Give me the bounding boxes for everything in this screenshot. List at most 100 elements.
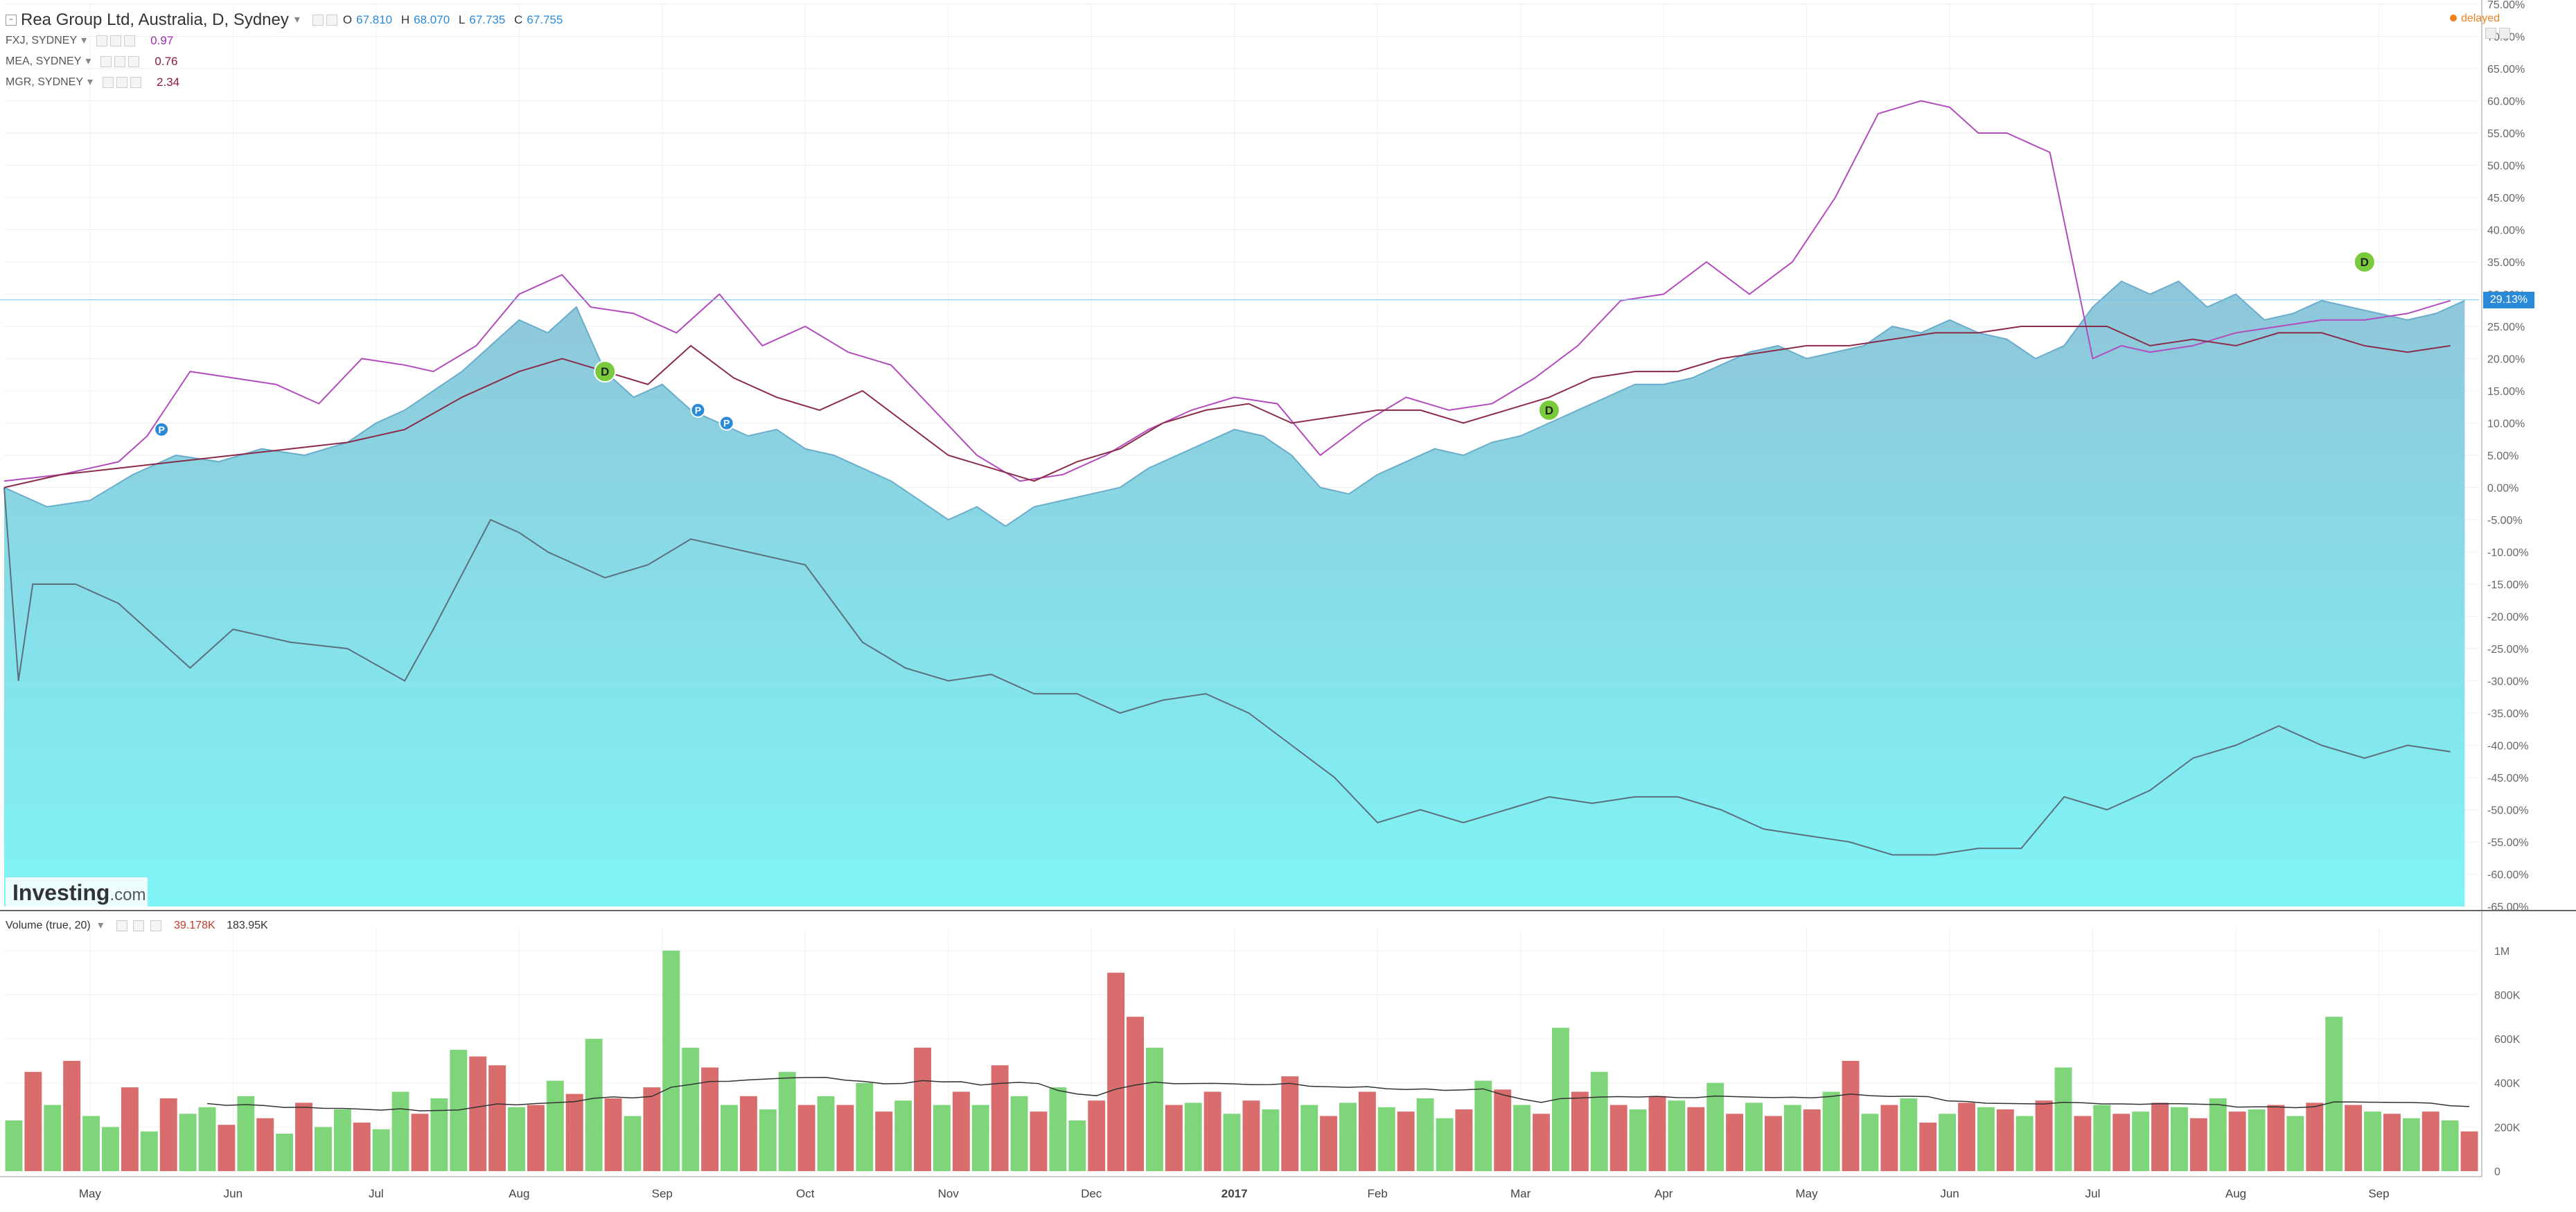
y-tick-label: -10.00% <box>2487 547 2529 559</box>
volume-bar <box>1281 1076 1299 1171</box>
volume-bar <box>933 1105 951 1171</box>
maximize-icon[interactable] <box>2485 28 2496 39</box>
volume-bar <box>856 1082 874 1171</box>
x-tick-label: Apr <box>1655 1187 1673 1200</box>
x-tick-label: Jun <box>224 1187 242 1200</box>
legend-main-row: − Rea Group Ltd, Australia, D, Sydney ▾ … <box>6 10 563 30</box>
volume-y-tick-label: 400K <box>2494 1078 2521 1090</box>
volume-bar <box>759 1109 777 1171</box>
delayed-status: delayed <box>2449 12 2500 25</box>
settings-icon[interactable] <box>96 35 108 46</box>
volume-bar <box>585 1039 603 1171</box>
dividend-event-marker[interactable] <box>1537 398 1560 421</box>
y-tick-label: -15.00% <box>2487 579 2529 591</box>
volume-y-tick-label: 200K <box>2494 1122 2521 1134</box>
volume-bar <box>1010 1096 1028 1171</box>
volume-bar <box>276 1133 294 1171</box>
y-tick-label: 0.00% <box>2487 483 2518 495</box>
close-icon[interactable] <box>130 77 142 88</box>
volume-bar <box>1726 1114 1744 1171</box>
close-icon[interactable] <box>150 920 161 931</box>
event-marker-p[interactable] <box>718 415 734 431</box>
y-tick-label: 60.00% <box>2487 96 2525 108</box>
x-tick-label: Oct <box>796 1187 815 1200</box>
volume-bar <box>198 1107 216 1171</box>
instrument-title[interactable]: Rea Group Ltd, Australia, D, Sydney <box>21 10 289 29</box>
comparison-mea[interactable]: MEA, SYDNEY ▾ 0.76 <box>6 51 563 72</box>
chevron-down-icon[interactable]: ▾ <box>294 14 300 26</box>
event-marker-p[interactable] <box>690 402 706 418</box>
volume-bar <box>44 1105 62 1171</box>
volume-bar <box>1571 1091 1589 1171</box>
volume-bar <box>894 1100 912 1171</box>
y-tick-label: 55.00% <box>2487 128 2525 140</box>
volume-bar <box>1629 1109 1647 1171</box>
volume-bar <box>2364 1112 2381 1171</box>
volume-bar <box>682 1047 700 1171</box>
ohlc-low-key: L <box>458 13 466 26</box>
volume-bar <box>797 1105 815 1171</box>
volume-bar <box>1474 1080 1492 1171</box>
volume-bar <box>1068 1120 1086 1171</box>
comparison-label[interactable]: FXJ, SYDNEY <box>6 35 78 46</box>
settings-icon[interactable] <box>116 920 127 931</box>
comparison-mgr[interactable]: MGR, SYDNEY ▾ 2.34 <box>6 72 563 93</box>
volume-bar <box>1609 1105 1627 1171</box>
settings-icon[interactable] <box>100 56 112 67</box>
volume-legend: Volume (true, 20) ▾ 39.178K 183.95K <box>6 918 268 932</box>
volume-bar <box>1861 1114 1879 1171</box>
chevron-down-icon[interactable]: ▾ <box>98 920 104 931</box>
volume-bar <box>1223 1114 1241 1171</box>
volume-bar <box>1783 1105 1801 1171</box>
chevron-down-icon[interactable]: ▾ <box>87 76 94 88</box>
visibility-icon[interactable] <box>326 15 337 26</box>
settings-icon[interactable] <box>312 15 324 26</box>
volume-bar <box>2054 1067 2072 1171</box>
visibility-icon[interactable] <box>133 920 145 931</box>
volume-bar <box>102 1127 119 1171</box>
volume-bar <box>82 1116 100 1171</box>
volume-bar <box>2228 1112 2246 1171</box>
volume-bar <box>1320 1116 1338 1171</box>
event-marker-label: D <box>1545 404 1553 417</box>
close-icon[interactable] <box>128 56 140 67</box>
collapse-icon[interactable]: − <box>6 15 17 26</box>
visibility-icon[interactable] <box>114 56 126 67</box>
dividend-event-marker[interactable] <box>594 360 617 383</box>
dividend-event-marker[interactable] <box>2353 251 2376 273</box>
visibility-icon[interactable] <box>116 77 128 88</box>
volume-label[interactable]: Volume (true, 20) <box>6 920 91 931</box>
volume-bar <box>2189 1118 2207 1171</box>
settings-icon[interactable] <box>103 77 114 88</box>
y-tick-label: -45.00% <box>2487 773 2529 784</box>
restore-icon[interactable] <box>2499 28 2510 39</box>
volume-bar <box>1533 1114 1550 1171</box>
volume-bar <box>1958 1103 1975 1171</box>
series-line-rea <box>3 280 2465 527</box>
event-marker-p[interactable] <box>154 421 170 437</box>
volume-bar <box>179 1114 197 1171</box>
chevron-down-icon[interactable]: ▾ <box>85 55 91 67</box>
volume-bar <box>353 1123 371 1171</box>
volume-bar <box>662 950 680 1171</box>
volume-bar <box>1842 1060 1860 1171</box>
y-tick-label: 35.00% <box>2487 257 2525 269</box>
comparison-label[interactable]: MGR, SYDNEY <box>6 76 84 88</box>
visibility-icon[interactable] <box>110 35 122 46</box>
volume-bar <box>1049 1087 1067 1171</box>
comparison-fxj[interactable]: FXJ, SYDNEY ▾ 0.97 <box>6 30 563 51</box>
volume-bar <box>1088 1100 1106 1171</box>
volume-bar <box>1416 1098 1434 1171</box>
volume-bar <box>2093 1105 2111 1171</box>
volume-value: 39.178K <box>174 920 215 931</box>
comparison-label[interactable]: MEA, SYDNEY <box>6 55 82 67</box>
volume-bar <box>1397 1112 1415 1171</box>
volume-bar <box>140 1131 158 1171</box>
x-tick-label: Sep <box>2368 1187 2389 1200</box>
chevron-down-icon[interactable]: ▾ <box>81 35 87 46</box>
volume-bar <box>817 1096 835 1171</box>
close-icon[interactable] <box>124 35 136 46</box>
ohlc-values: O 67.810 H 68.070 L 67.735 C 67.755 <box>337 10 563 30</box>
